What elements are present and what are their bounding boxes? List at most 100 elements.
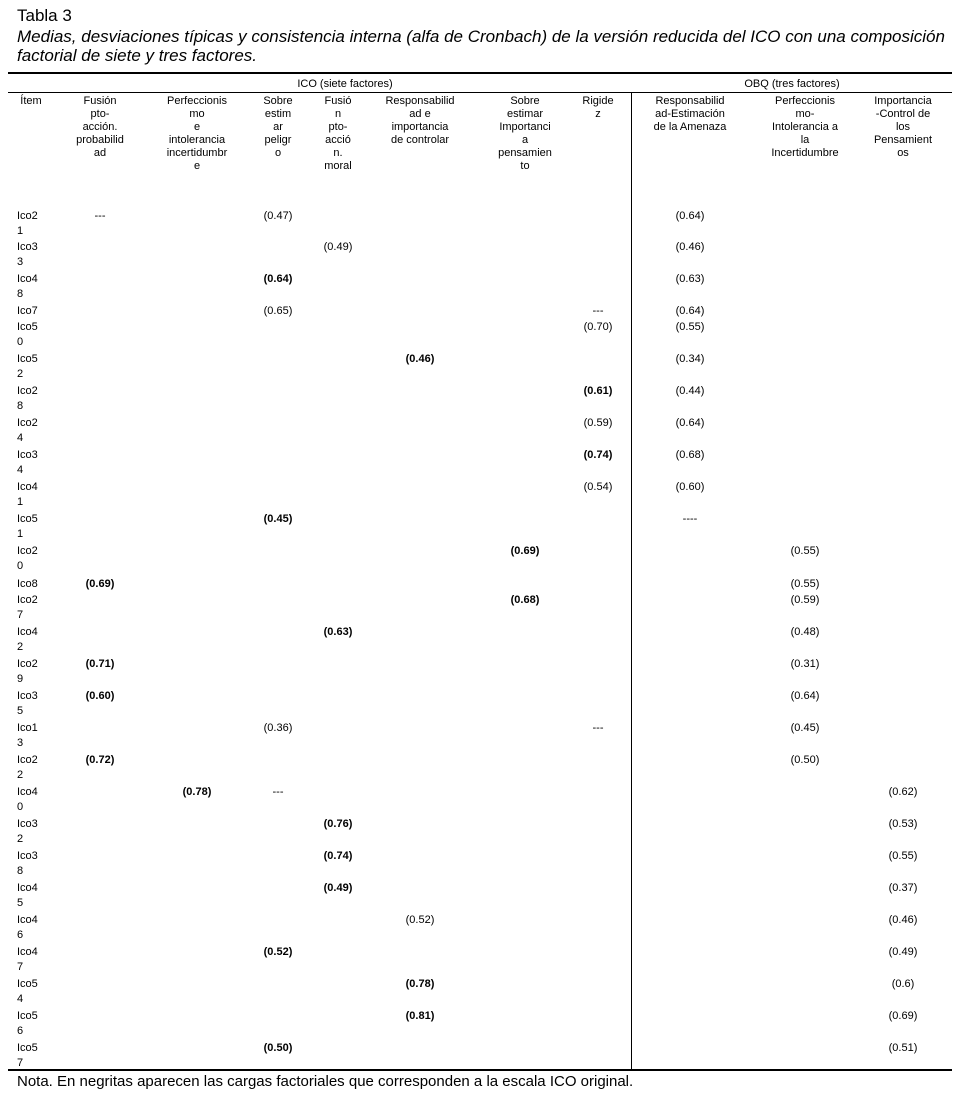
loading-cell: (0.55)	[675, 321, 705, 333]
loading-cell: (0.64)	[263, 273, 293, 285]
loading-cell: (0.55)	[888, 850, 918, 862]
header-perfeccionismo-incertidumbre: Perfeccionis mo- Intolerancia a la Incer…	[771, 95, 839, 159]
table-row: Ico3 3 (0.49) (0.46)	[0, 240, 957, 270]
loading-cell: (0.69)	[85, 578, 115, 590]
group-label-ico: ICO (siete factores)	[297, 78, 393, 90]
header-fusion-probabilidad: Fusión pto- acción. probabilid ad	[76, 95, 124, 159]
item-label: Ico5 4	[17, 978, 38, 1005]
loading-cell: (0.49)	[323, 241, 353, 253]
loading-cell: (0.52)	[405, 914, 435, 926]
item-label: Ico2 2	[17, 754, 38, 781]
table-row: Ico2 9 (0.71) (0.31)	[0, 657, 957, 687]
loading-cell: (0.46)	[405, 353, 435, 365]
loading-cell: (0.70)	[583, 321, 613, 333]
table-row: Ico4 6 (0.52) (0.46)	[0, 913, 957, 943]
loading-cell: (0.68)	[675, 449, 705, 461]
table-row: Ico3 8 (0.74) (0.55)	[0, 849, 957, 879]
table-row: Ico3 5 (0.60) (0.64)	[0, 689, 957, 719]
loading-cell: (0.53)	[888, 818, 918, 830]
table-title: Tabla 3	[17, 6, 72, 25]
loading-cell: (0.64)	[675, 305, 705, 317]
item-label: Ico4 1	[17, 481, 38, 508]
item-label: Ico5 1	[17, 513, 38, 540]
loading-cell: (0.63)	[323, 626, 353, 638]
item-label: Ico4 8	[17, 273, 38, 300]
loading-cell: (0.36)	[263, 722, 293, 734]
loading-cell: (0.64)	[675, 417, 705, 429]
item-label: Ico5 6	[17, 1010, 38, 1037]
bottom-rule	[8, 1069, 952, 1071]
loading-cell: (0.54)	[583, 481, 613, 493]
header-responsabilidad-control: Responsabilid ad e importancia de contro…	[385, 95, 455, 146]
table-row: Ico4 1 (0.54) (0.60)	[0, 480, 957, 510]
loading-cell: (0.62)	[888, 786, 918, 798]
loading-cell: (0.59)	[583, 417, 613, 429]
loading-cell: (0.44)	[675, 385, 705, 397]
loading-cell: (0.71)	[85, 658, 115, 670]
loading-cell: (0.45)	[263, 513, 293, 525]
table-row: Ico4 0 (0.78) --- (0.62)	[0, 785, 957, 815]
loading-cell: (0.52)	[263, 946, 293, 958]
loading-cell: (0.49)	[323, 882, 353, 894]
loading-cell: (0.48)	[790, 626, 820, 638]
loading-cell: (0.60)	[675, 481, 705, 493]
header-perfeccionismo-intolerancia: Perfeccionis mo e intolerancia incertidu…	[166, 95, 228, 172]
table-row: Ico5 7 (0.50) (0.51)	[0, 1041, 957, 1071]
item-label: Ico2 9	[17, 658, 38, 685]
table-row: Ico3 4 (0.74) (0.68)	[0, 448, 957, 478]
item-label: Ico2 8	[17, 385, 38, 412]
table-row: Ico2 1 --- (0.47) (0.64)	[0, 209, 957, 239]
item-label: Ico2 4	[17, 417, 38, 444]
loading-cell: (0.45)	[790, 722, 820, 734]
item-label: Ico1 3	[17, 722, 38, 749]
loading-cell: (0.68)	[510, 594, 540, 606]
loading-cell: (0.72)	[85, 754, 115, 766]
table-row: Ico4 7 (0.52) (0.49)	[0, 945, 957, 975]
header-responsabilidad-amenaza: Responsabilid ad-Estimación de la Amenaz…	[653, 95, 727, 133]
loading-cell: (0.64)	[790, 690, 820, 702]
item-label: Ico3 4	[17, 449, 38, 476]
item-label: Ico3 3	[17, 241, 38, 268]
item-label: Ico2 0	[17, 545, 38, 572]
item-label: Ico4 6	[17, 914, 38, 941]
loading-cell: (0.51)	[888, 1042, 918, 1054]
item-label: Ico8	[17, 578, 38, 590]
item-label: Ico3 2	[17, 818, 38, 845]
header-rigidez: Rigide z	[582, 95, 614, 120]
loading-cell: (0.78)	[182, 786, 212, 798]
loading-cell: ---	[592, 305, 604, 317]
item-label: Ico4 5	[17, 882, 38, 909]
table-row: Ico7 (0.65) --- (0.64)	[0, 304, 957, 334]
item-label: Ico2 1	[17, 210, 38, 237]
table-row: Ico4 5 (0.49) (0.37)	[0, 881, 957, 911]
loading-cell: (0.6)	[891, 978, 915, 990]
table-row: Ico4 2 (0.63) (0.48)	[0, 625, 957, 655]
loading-cell: (0.61)	[583, 385, 613, 397]
table-row: Ico2 4 (0.59) (0.64)	[0, 416, 957, 446]
loading-cell: (0.55)	[790, 578, 820, 590]
table-subtitle: Medias, desviaciones típicas y consisten…	[17, 27, 945, 65]
loading-cell: (0.50)	[790, 754, 820, 766]
table-row: Ico5 4 (0.78) (0.6)	[0, 977, 957, 1007]
item-label: Ico7	[17, 305, 38, 317]
table-row: Ico5 1 (0.45) ----	[0, 512, 957, 542]
loading-cell: (0.34)	[675, 353, 705, 365]
loading-cell: (0.55)	[790, 545, 820, 557]
loading-cell: (0.65)	[263, 305, 293, 317]
table-row: Ico5 0 (0.70) (0.55)	[0, 320, 957, 350]
table-row: Ico3 2 (0.76) (0.53)	[0, 817, 957, 847]
loading-cell: (0.76)	[323, 818, 353, 830]
top-rule	[8, 72, 952, 74]
item-label: Ico5 0	[17, 321, 38, 348]
loading-cell: (0.81)	[405, 1010, 435, 1022]
item-label: Ico3 8	[17, 850, 38, 877]
item-label: Ico4 2	[17, 626, 38, 653]
table-row: Ico2 8 (0.61) (0.44)	[0, 384, 957, 414]
loading-cell: ---	[272, 786, 284, 798]
table-row: Ico1 3 (0.36) --- (0.45)	[0, 721, 957, 751]
table-row: Ico2 0 (0.69) (0.55)	[0, 544, 957, 574]
loading-cell: (0.78)	[405, 978, 435, 990]
item-label: Ico2 7	[17, 594, 38, 621]
loading-cell: ---	[592, 722, 604, 734]
